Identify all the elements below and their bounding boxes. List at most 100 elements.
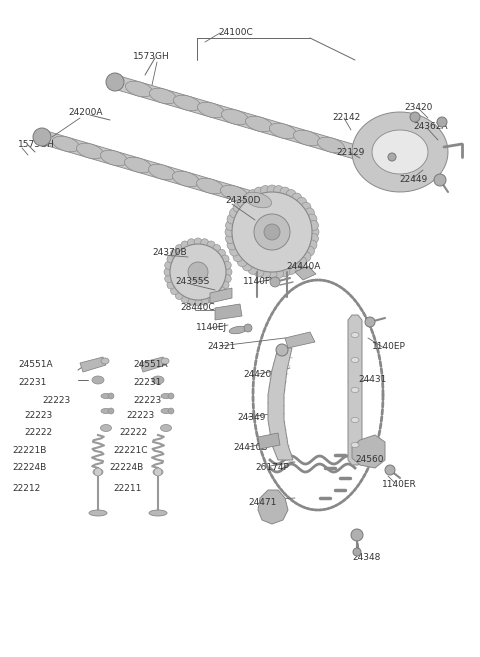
Circle shape [227, 240, 237, 250]
Ellipse shape [101, 394, 111, 399]
Ellipse shape [160, 424, 171, 432]
Circle shape [385, 465, 395, 475]
Ellipse shape [148, 164, 176, 180]
Circle shape [267, 185, 277, 195]
Text: 22223: 22223 [133, 396, 161, 405]
Circle shape [304, 208, 314, 218]
Circle shape [254, 267, 264, 277]
Circle shape [226, 234, 236, 244]
Circle shape [213, 244, 221, 252]
Circle shape [304, 246, 314, 256]
Circle shape [292, 193, 302, 203]
Text: 24410B: 24410B [233, 443, 267, 452]
Circle shape [170, 244, 226, 300]
Ellipse shape [92, 376, 104, 384]
Ellipse shape [52, 136, 80, 152]
Circle shape [108, 408, 114, 414]
Ellipse shape [245, 116, 273, 132]
Ellipse shape [149, 88, 177, 104]
Circle shape [280, 267, 290, 277]
Circle shape [301, 252, 311, 261]
Circle shape [254, 187, 264, 197]
Circle shape [307, 240, 317, 250]
Text: 22223: 22223 [126, 411, 154, 420]
Circle shape [221, 281, 229, 289]
Ellipse shape [125, 81, 153, 97]
Circle shape [223, 275, 231, 283]
Circle shape [353, 548, 361, 556]
Circle shape [201, 297, 209, 306]
Circle shape [170, 286, 179, 295]
Ellipse shape [221, 109, 249, 125]
Circle shape [194, 238, 202, 246]
Text: 1140FY: 1140FY [243, 277, 276, 286]
Text: 24100C: 24100C [218, 28, 253, 37]
Circle shape [187, 297, 195, 306]
Text: 22231: 22231 [133, 378, 161, 387]
Polygon shape [352, 435, 385, 468]
Text: 24321: 24321 [207, 342, 235, 351]
Text: 24560: 24560 [355, 455, 384, 464]
Circle shape [237, 257, 247, 267]
Text: 24440A: 24440A [286, 262, 320, 271]
Circle shape [365, 317, 375, 327]
Circle shape [165, 275, 173, 283]
Text: 1573GH: 1573GH [18, 140, 55, 149]
Circle shape [244, 324, 252, 332]
Ellipse shape [351, 443, 359, 447]
Circle shape [188, 262, 208, 282]
Ellipse shape [149, 510, 167, 516]
Circle shape [94, 468, 102, 476]
Circle shape [261, 185, 270, 196]
Ellipse shape [229, 327, 247, 334]
Circle shape [207, 295, 215, 303]
Circle shape [292, 261, 302, 271]
Circle shape [201, 238, 209, 247]
Circle shape [267, 269, 277, 279]
Ellipse shape [317, 137, 345, 153]
Polygon shape [210, 288, 232, 303]
Ellipse shape [101, 409, 111, 413]
Circle shape [309, 221, 319, 231]
Circle shape [280, 187, 290, 197]
Circle shape [225, 227, 235, 237]
Polygon shape [258, 490, 288, 524]
Polygon shape [215, 304, 242, 320]
Ellipse shape [161, 409, 171, 413]
Circle shape [175, 292, 183, 300]
Circle shape [207, 241, 215, 249]
Circle shape [237, 197, 247, 208]
Ellipse shape [269, 124, 297, 139]
Text: 22129: 22129 [336, 148, 364, 157]
Ellipse shape [89, 510, 107, 516]
Ellipse shape [244, 193, 272, 208]
Circle shape [226, 221, 236, 231]
Text: 24355S: 24355S [175, 277, 209, 286]
Text: 1140EP: 1140EP [372, 342, 406, 351]
Text: 1573GH: 1573GH [133, 52, 170, 61]
Circle shape [351, 529, 363, 541]
Circle shape [168, 393, 174, 399]
Circle shape [167, 281, 175, 289]
Polygon shape [348, 315, 362, 465]
Text: 22222: 22222 [24, 428, 52, 437]
Ellipse shape [351, 417, 359, 422]
Polygon shape [268, 348, 293, 460]
Ellipse shape [161, 394, 171, 399]
Text: 24551A: 24551A [133, 360, 168, 369]
Circle shape [229, 208, 240, 218]
Circle shape [154, 468, 162, 476]
Circle shape [175, 244, 183, 252]
Text: 24551A: 24551A [18, 360, 53, 369]
Text: 24350D: 24350D [225, 196, 260, 205]
Ellipse shape [351, 388, 359, 392]
Text: 24200A: 24200A [68, 108, 103, 117]
Circle shape [224, 268, 232, 276]
Ellipse shape [293, 130, 321, 146]
Text: 24349: 24349 [237, 413, 265, 422]
Text: 22212: 22212 [12, 484, 40, 493]
Text: 22224B: 22224B [109, 463, 143, 472]
Text: 24348: 24348 [352, 553, 380, 562]
Circle shape [276, 344, 288, 356]
Circle shape [388, 153, 396, 161]
